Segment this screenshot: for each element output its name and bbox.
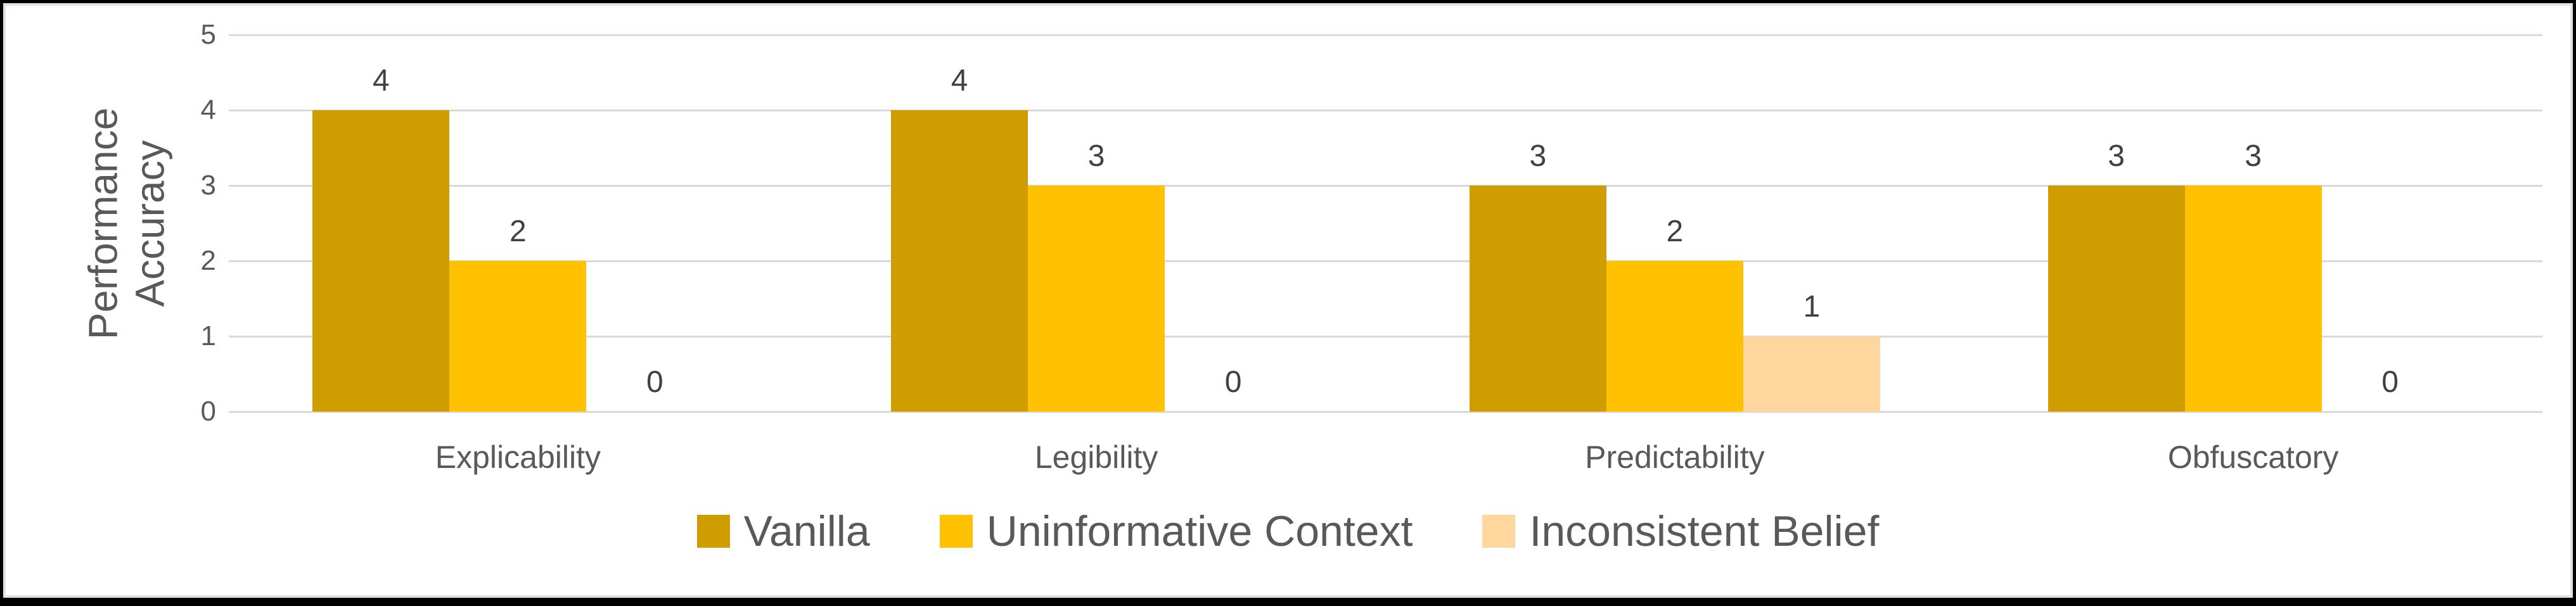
legend-swatch bbox=[696, 515, 730, 548]
category-label: Legibility bbox=[1034, 439, 1158, 475]
x-axis-labels: Explicability Legibility Predictability Obf… bbox=[229, 439, 2542, 476]
gridline bbox=[229, 110, 2542, 111]
gridline bbox=[229, 34, 2542, 36]
bar-slot: 3 bbox=[1028, 35, 1165, 412]
plot-area: 4 2 0 4 3 0 3 2 1 3 3 0 bbox=[229, 34, 2542, 413]
bar bbox=[312, 110, 450, 412]
bar-value-label: 3 bbox=[1529, 139, 1547, 173]
legend-item: Vanilla bbox=[696, 507, 870, 555]
legend-label: Inconsistent Belief bbox=[1529, 507, 1880, 555]
legend-item: Inconsistent Belief bbox=[1482, 510, 1879, 553]
bar-value-label: 3 bbox=[1087, 139, 1105, 173]
bar-value-label: 4 bbox=[373, 64, 390, 98]
bar-value-label: 0 bbox=[1224, 365, 1242, 399]
bar-slot: 0 bbox=[586, 35, 723, 412]
bar-value-label: 4 bbox=[951, 64, 968, 98]
bar bbox=[1469, 186, 1606, 412]
y-tick-label: 3 bbox=[200, 170, 216, 201]
y-axis-title-line1: Performance bbox=[80, 107, 126, 339]
bar-group: 4 2 0 bbox=[229, 35, 807, 412]
bar-slot: 3 bbox=[1469, 35, 1606, 412]
legend-swatch bbox=[939, 515, 973, 548]
gridline bbox=[229, 185, 2542, 187]
legend-item: Uninformative Context bbox=[939, 507, 1413, 555]
gridline bbox=[229, 260, 2542, 262]
bar-slot: 0 bbox=[2322, 35, 2459, 412]
category-label: Explicability bbox=[435, 439, 601, 475]
gridline bbox=[229, 411, 2542, 413]
y-tick-label: 1 bbox=[200, 320, 216, 351]
bar-group: 3 3 0 bbox=[1964, 35, 2542, 412]
category-label: Obfuscatory bbox=[2167, 439, 2339, 475]
bar-slot: 4 bbox=[312, 35, 450, 412]
y-tick-label: 2 bbox=[200, 245, 216, 276]
bar bbox=[2047, 186, 2185, 412]
bar-group: 3 2 1 bbox=[1386, 35, 1964, 412]
bar bbox=[1743, 336, 1880, 412]
legend: Vanilla Uninformative Context Inconsistent… bbox=[3, 510, 2573, 553]
bar bbox=[891, 110, 1028, 412]
bar-slot: 2 bbox=[1606, 35, 1743, 412]
bar-slot: 3 bbox=[2184, 35, 2322, 412]
y-tick-label: 4 bbox=[200, 94, 216, 125]
bar-value-label: 0 bbox=[2381, 365, 2399, 399]
y-tick-label: 5 bbox=[200, 19, 216, 50]
bar-slot: 0 bbox=[1165, 35, 1302, 412]
bar bbox=[2184, 186, 2322, 412]
gridline bbox=[229, 336, 2542, 338]
bar bbox=[449, 261, 587, 412]
bar-groups: 4 2 0 4 3 0 3 2 1 3 3 0 bbox=[229, 35, 2542, 412]
bar-slot: 3 bbox=[2047, 35, 2185, 412]
bar-group: 4 3 0 bbox=[807, 35, 1386, 412]
category-label: Predictability bbox=[1585, 439, 1765, 475]
bar-slot: 1 bbox=[1743, 35, 1880, 412]
bar-slot: 4 bbox=[891, 35, 1028, 412]
legend-swatch bbox=[1482, 515, 1516, 548]
bar bbox=[1606, 261, 1743, 412]
bar-value-label: 2 bbox=[1666, 215, 1684, 248]
legend-label: Vanilla bbox=[743, 507, 870, 555]
legend-label: Uninformative Context bbox=[986, 507, 1413, 555]
bar-value-label: 2 bbox=[509, 215, 527, 248]
y-tick-label: 0 bbox=[200, 396, 216, 427]
bar-value-label: 3 bbox=[2245, 139, 2262, 173]
y-axis-ticks: 5 4 3 2 1 0 bbox=[130, 21, 216, 426]
bar-value-label: 3 bbox=[2108, 139, 2125, 173]
bar bbox=[1028, 186, 1165, 412]
bar-value-label: 0 bbox=[646, 365, 663, 399]
bar-slot: 2 bbox=[449, 35, 587, 412]
bar-value-label: 1 bbox=[1803, 290, 1821, 324]
